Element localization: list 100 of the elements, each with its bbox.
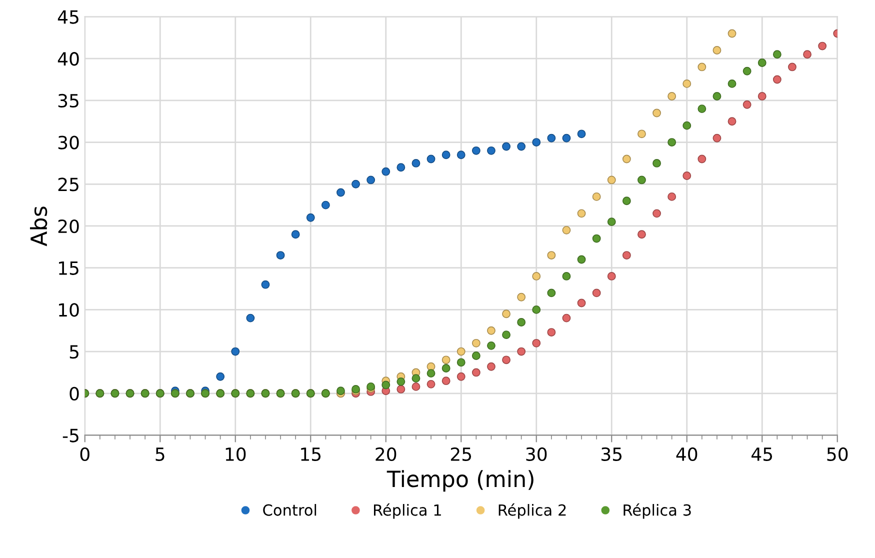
point [517, 318, 526, 326]
point [532, 338, 541, 348]
point [472, 146, 480, 155]
point [472, 368, 480, 377]
x-tick-label: 5 [156, 448, 164, 462]
y-tick-label: -5 [62, 428, 78, 442]
point [742, 100, 752, 109]
x-tick-label: 20 [376, 447, 396, 462]
point [502, 356, 510, 364]
point [412, 382, 420, 391]
x-tick-label: 35 [602, 447, 622, 462]
point [442, 376, 450, 386]
point [638, 130, 646, 138]
legend-label: Réplica 3 [624, 503, 691, 519]
point [306, 213, 315, 222]
y-tick-label: 10 [59, 303, 79, 317]
y-tick-label: 25 [58, 178, 78, 192]
y-tick-label: 15 [59, 262, 78, 275]
x-axis-title: Tiempo (min) [386, 470, 534, 492]
point [502, 142, 510, 151]
point [577, 130, 586, 138]
point [638, 176, 646, 184]
point [532, 272, 541, 280]
y-tick-label: 20 [58, 219, 79, 234]
x-tick-label: 45 [752, 448, 772, 462]
point [246, 314, 255, 322]
point [487, 362, 496, 371]
point [772, 75, 782, 84]
point [698, 62, 706, 72]
point [456, 372, 466, 381]
point [366, 176, 376, 184]
point [396, 377, 406, 386]
point [517, 347, 526, 356]
point [426, 380, 436, 388]
point [336, 188, 345, 197]
point [426, 154, 436, 164]
point [382, 167, 390, 176]
y-tick-label: 35 [58, 94, 78, 108]
x-tick-label: 25 [450, 447, 472, 462]
point [547, 134, 556, 142]
point [607, 272, 616, 280]
point [456, 358, 466, 367]
point [592, 192, 601, 201]
point [698, 154, 706, 164]
point [472, 338, 480, 348]
point [772, 50, 782, 59]
point [442, 356, 450, 364]
point [577, 298, 586, 308]
point [276, 251, 285, 260]
point [682, 172, 692, 180]
point [712, 92, 722, 100]
point [728, 117, 736, 126]
point [562, 314, 571, 322]
point [728, 79, 736, 88]
point [442, 364, 450, 373]
x-tick-label: 0 [80, 447, 90, 462]
y-tick-label: 5 [70, 345, 78, 359]
point [818, 42, 827, 50]
legend-label: Réplica 2 [498, 503, 566, 519]
point [261, 280, 270, 289]
point [803, 50, 812, 59]
y-tick-label: 45 [58, 10, 78, 24]
point [742, 66, 752, 76]
point [668, 92, 676, 100]
point [336, 386, 345, 396]
point [607, 176, 616, 184]
point [758, 58, 766, 67]
point [562, 272, 571, 280]
point [426, 369, 436, 378]
point [682, 121, 692, 130]
point [487, 146, 496, 155]
point [712, 134, 722, 142]
point [487, 341, 496, 350]
y-tick-label: 40 [58, 52, 79, 66]
point [622, 196, 631, 206]
legend-label: Control [263, 504, 316, 516]
point [412, 374, 420, 383]
point [712, 46, 722, 54]
point [291, 230, 300, 239]
point [607, 218, 616, 226]
point [502, 310, 510, 318]
point [682, 79, 692, 88]
point [532, 138, 541, 147]
y-tick-label: 0 [70, 386, 79, 401]
point [547, 288, 556, 298]
point [456, 150, 466, 160]
point [562, 134, 571, 142]
point [652, 158, 661, 168]
point [396, 163, 406, 172]
x-tick-label: 30 [526, 447, 547, 462]
point [622, 251, 631, 260]
point [652, 209, 661, 218]
x-tick-label: 15 [301, 448, 321, 462]
point [577, 209, 586, 218]
point [668, 192, 676, 201]
point [728, 29, 736, 38]
point [532, 305, 541, 314]
point [472, 352, 480, 360]
point [547, 328, 556, 337]
point [517, 142, 526, 151]
